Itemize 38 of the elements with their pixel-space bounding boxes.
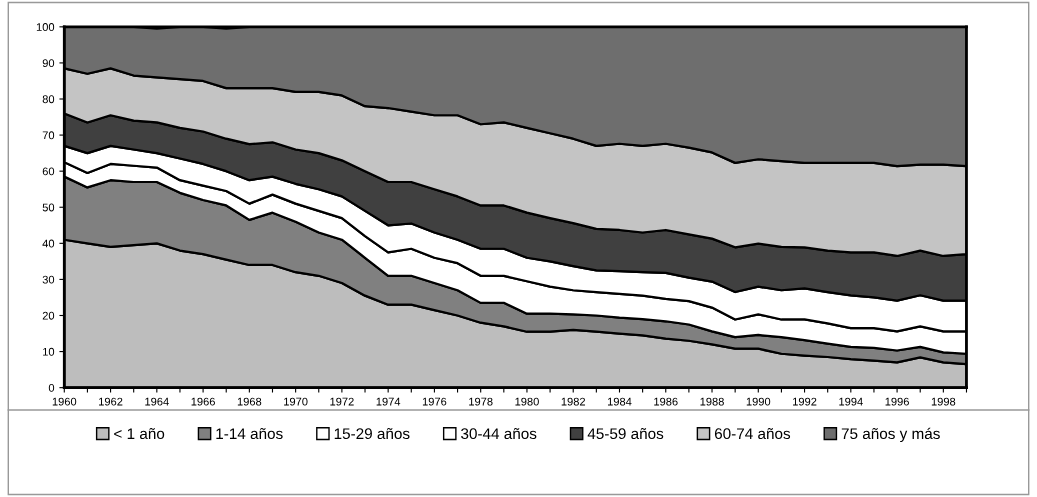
y-tick-label: 70 (42, 131, 55, 140)
x-tick-label: 1996 (885, 397, 909, 406)
legend-label: 1-14 años (216, 427, 283, 440)
y-tick-label: 0 (48, 383, 55, 392)
y-tick-label: 100 (36, 23, 55, 31)
y-tick-label: 30 (42, 275, 55, 284)
legend-label: 15-29 años (334, 427, 410, 440)
y-tick-label: 40 (42, 239, 55, 248)
x-tick-label: 1974 (376, 397, 401, 406)
legend-label: 60-74 años (714, 427, 791, 440)
y-tick-label: 50 (42, 203, 55, 212)
x-tick-label: 1994 (839, 397, 863, 406)
y-tick-label: 60 (42, 167, 55, 176)
legend-label: 45-59 años (587, 427, 664, 440)
y-tick-label: 90 (42, 59, 55, 68)
x-tick-label: 1998 (931, 397, 956, 406)
x-tick-label: 1960 (52, 397, 77, 406)
x-tick-label: 1982 (561, 397, 586, 406)
x-tick-label: 1984 (607, 397, 632, 406)
y-tick-label: 10 (43, 347, 55, 356)
x-tick-label: 1986 (654, 397, 678, 406)
x-tick-label: 1972 (330, 397, 354, 406)
x-tick-label: 1978 (469, 397, 493, 406)
x-tick-label: 1980 (515, 397, 539, 406)
x-tick-label: 1966 (191, 397, 215, 406)
legend-label: 75 años y más (841, 427, 940, 443)
x-tick-label: 1964 (145, 397, 169, 406)
legend-label: < 1 año (114, 427, 165, 440)
x-tick-label: 1962 (99, 397, 123, 406)
x-tick-label: 1976 (422, 397, 447, 406)
legend-label: 30-44 años (461, 427, 537, 440)
y-tick-label: 20 (42, 311, 55, 320)
x-tick-label: 1992 (793, 397, 817, 406)
x-tick-label: 1990 (746, 397, 771, 406)
x-tick-label: 1968 (237, 397, 262, 406)
y-tick-label: 80 (42, 95, 55, 104)
x-tick-label: 1970 (284, 397, 308, 406)
x-tick-label: 1988 (700, 397, 724, 406)
